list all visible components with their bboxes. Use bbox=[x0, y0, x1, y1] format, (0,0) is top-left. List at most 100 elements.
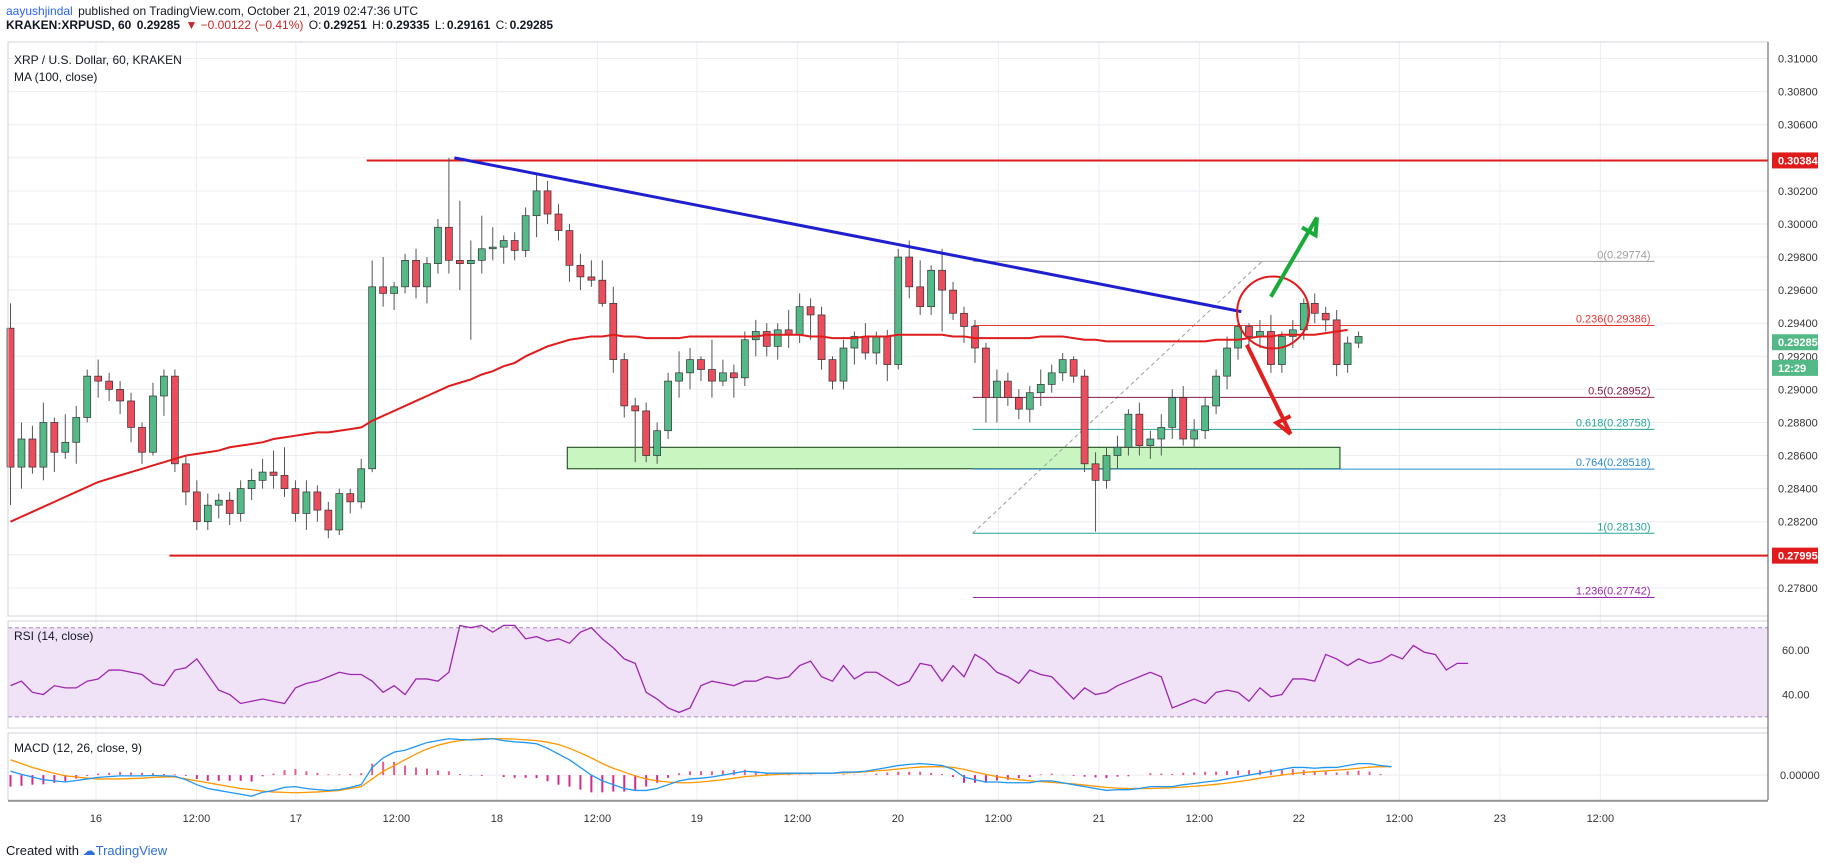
price-tick-label: 0.28600 bbox=[1778, 451, 1818, 463]
candle bbox=[543, 190, 552, 215]
support-zone bbox=[566, 446, 1341, 470]
rsi-line bbox=[10, 624, 1469, 714]
rsi-band-fill bbox=[8, 627, 1768, 717]
candle bbox=[773, 329, 782, 347]
candle bbox=[1058, 359, 1067, 374]
candle bbox=[335, 493, 344, 531]
ma100-line bbox=[10, 328, 1348, 523]
candle bbox=[247, 480, 256, 489]
tradingview-brand[interactable]: TradingView bbox=[95, 843, 168, 858]
candle bbox=[203, 504, 212, 523]
candle bbox=[72, 417, 81, 443]
candle bbox=[1025, 392, 1034, 410]
open-label: O: bbox=[308, 18, 322, 32]
candle bbox=[1179, 397, 1188, 440]
pane-frames bbox=[7, 41, 1769, 802]
candle bbox=[50, 422, 59, 453]
candle bbox=[730, 372, 738, 379]
candle bbox=[1234, 326, 1242, 349]
candle bbox=[916, 286, 925, 308]
candle bbox=[1201, 405, 1209, 432]
candle bbox=[61, 441, 70, 453]
candle bbox=[795, 306, 804, 336]
time-tick-label: 19 bbox=[691, 813, 703, 825]
candle bbox=[280, 475, 289, 489]
candle bbox=[576, 264, 585, 278]
candle bbox=[1102, 455, 1111, 481]
candle bbox=[554, 213, 563, 231]
candle bbox=[236, 488, 245, 514]
candle bbox=[149, 395, 157, 453]
candle bbox=[1212, 375, 1220, 407]
fib-level-label: 0.764(0.28518) bbox=[1576, 457, 1651, 469]
candle bbox=[1014, 397, 1023, 410]
high-label: H: bbox=[372, 18, 385, 32]
time-tick-label: 16 bbox=[90, 813, 102, 825]
candle bbox=[302, 491, 311, 514]
price-tick-label: 0.29600 bbox=[1778, 285, 1818, 297]
publish-info: published on TradingView.com, October 21… bbox=[78, 4, 419, 18]
price-badge-label: 0.27995 bbox=[1778, 551, 1818, 563]
candle bbox=[1091, 463, 1100, 481]
candle bbox=[532, 190, 541, 217]
candle bbox=[872, 336, 881, 354]
time-tick-label: 21 bbox=[1093, 813, 1105, 825]
rsi-tick-label: 60.00 bbox=[1782, 645, 1810, 657]
candle bbox=[565, 230, 574, 266]
price-tick-label: 0.30000 bbox=[1778, 219, 1818, 231]
candle bbox=[686, 359, 694, 374]
fib-level-label: 0(0.29774) bbox=[1597, 249, 1650, 261]
author-link[interactable]: aayushjindal bbox=[6, 4, 73, 18]
fib-level-label: 0.5(0.28952) bbox=[1588, 385, 1650, 397]
candle bbox=[719, 372, 727, 382]
price-tick-label: 0.28200 bbox=[1778, 517, 1818, 529]
candle bbox=[905, 256, 914, 288]
candle bbox=[258, 471, 267, 481]
candle bbox=[828, 359, 837, 382]
arrow-down-icon bbox=[1272, 414, 1292, 436]
candle bbox=[1223, 347, 1231, 377]
candle bbox=[1288, 329, 1297, 337]
fib-level-label: 0.618(0.28758) bbox=[1576, 417, 1651, 429]
macd-signal-line bbox=[10, 738, 1392, 794]
candle bbox=[466, 260, 475, 265]
tradingview-logo-icon[interactable]: ☁ bbox=[82, 843, 96, 858]
price-tick-label: 0.27800 bbox=[1778, 583, 1818, 595]
price-badge bbox=[1772, 152, 1818, 169]
open-value: 0.29251 bbox=[323, 18, 367, 32]
highlight-circle bbox=[1236, 275, 1311, 350]
price-badge bbox=[1772, 547, 1818, 564]
time-tick-label: 12:00 bbox=[784, 813, 812, 825]
chart-grid bbox=[8, 42, 1768, 800]
candle bbox=[861, 336, 870, 354]
rsi-tick-label: 40.00 bbox=[1782, 690, 1810, 702]
candle bbox=[1069, 359, 1078, 377]
macd-tick-label: 0.00000 bbox=[1780, 770, 1820, 782]
symbol-label: KRAKEN:XRPUSD, 60 bbox=[6, 18, 132, 32]
price-tick-label: 0.30600 bbox=[1778, 120, 1818, 132]
candle bbox=[982, 347, 990, 398]
candle bbox=[1278, 336, 1286, 365]
candle bbox=[1047, 372, 1056, 385]
candle bbox=[412, 260, 420, 288]
candle bbox=[708, 369, 716, 382]
candle bbox=[1004, 380, 1012, 398]
candle bbox=[927, 269, 935, 308]
candle bbox=[762, 331, 771, 347]
price-badge-label: 0.29285 bbox=[1778, 337, 1818, 349]
candle bbox=[160, 375, 168, 397]
rsi-pane bbox=[10, 624, 1469, 714]
candle bbox=[1310, 303, 1319, 314]
candle bbox=[510, 240, 519, 251]
axes: 0.310000.308000.306000.304000.302000.300… bbox=[90, 42, 1828, 825]
candle bbox=[1168, 397, 1177, 428]
candle bbox=[105, 380, 113, 390]
price-change: ▼ −0.00122 (−0.41%) bbox=[185, 18, 304, 32]
chart-title: XRP / U.S. Dollar, 60, KRAKEN bbox=[14, 53, 182, 67]
candle bbox=[39, 422, 48, 468]
candle bbox=[839, 347, 848, 382]
candle bbox=[324, 509, 333, 531]
low-label: L: bbox=[434, 18, 445, 32]
candle bbox=[587, 276, 596, 281]
